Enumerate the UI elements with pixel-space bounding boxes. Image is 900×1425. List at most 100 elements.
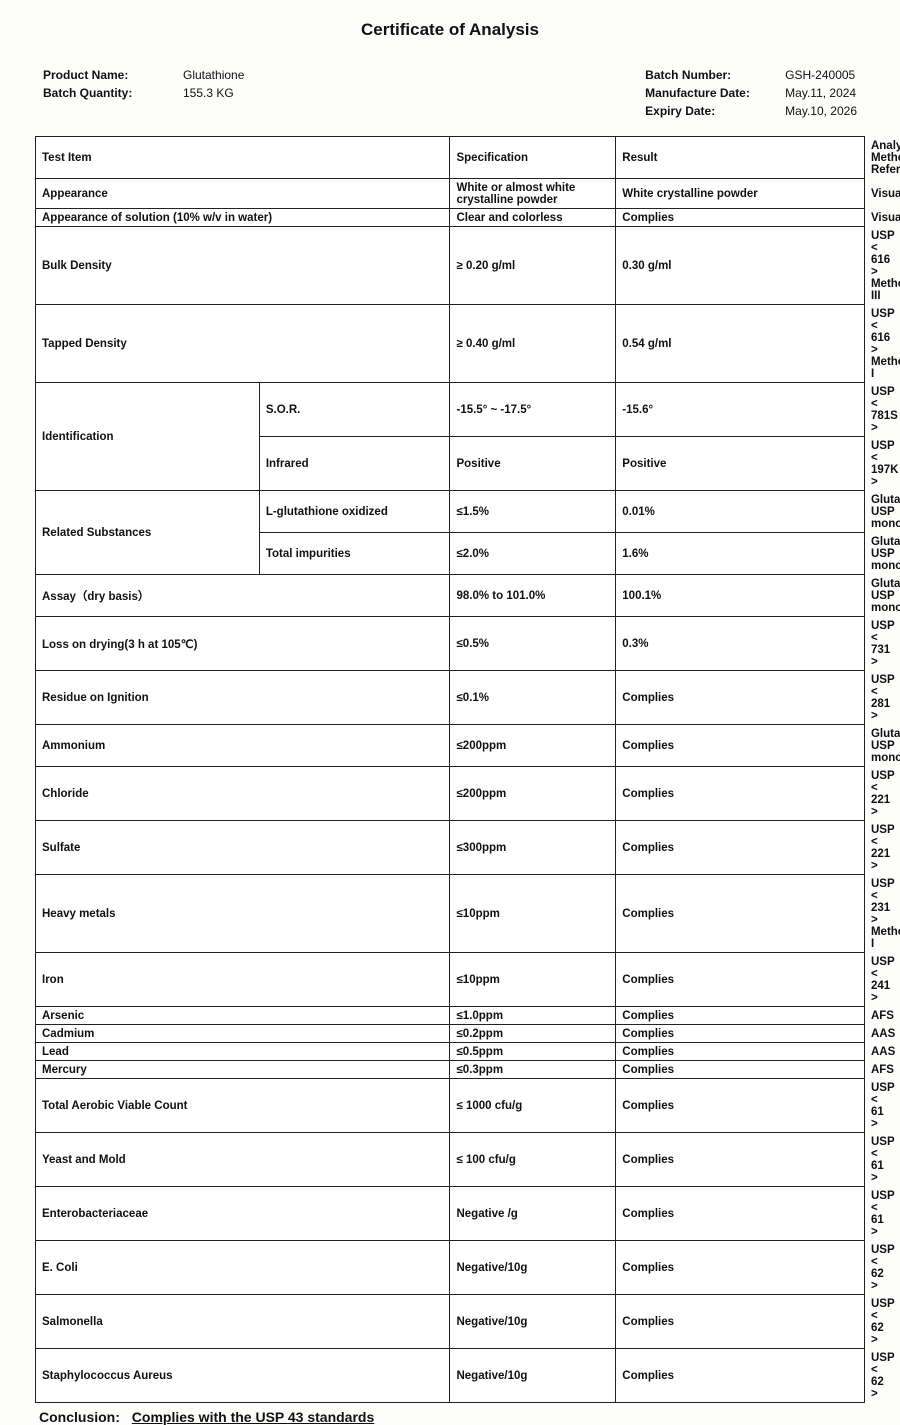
cell-result: Complies [616, 1061, 865, 1079]
cell-result: Complies [616, 953, 865, 1007]
table-row: Tapped Density ≥ 0.40 g/ml 0.54 g/ml USP… [36, 305, 865, 383]
cell-subitem: Total impurities [259, 533, 450, 575]
page-title: Certificate of Analysis [35, 20, 865, 40]
cell-item: Chloride [36, 767, 450, 821]
table-row: Bulk Density ≥ 0.20 g/ml 0.30 g/ml USP <… [36, 227, 865, 305]
meta-label: Batch Number: [645, 68, 785, 82]
meta-right: Batch Number:GSH-240005 Manufacture Date… [645, 68, 857, 118]
table-row: Mercury≤0.3ppmCompliesAFS [36, 1061, 865, 1079]
cell-result: 0.01% [616, 491, 865, 533]
cell-result: Complies [616, 821, 865, 875]
cell-item: Total Aerobic Viable Count [36, 1079, 450, 1133]
cell-spec: ≤300ppm [450, 821, 616, 875]
cell-subitem: L-glutathione oxidized [259, 491, 450, 533]
table-row: Lead≤0.5ppmCompliesAAS [36, 1043, 865, 1061]
cell-item: Staphylococcus Aureus [36, 1349, 450, 1403]
table-row: Loss on drying(3 h at 105℃)≤0.5%0.3%USP … [36, 617, 865, 671]
cell-result: Complies [616, 1187, 865, 1241]
cell-spec: ≤ 100 cfu/g [450, 1133, 616, 1187]
meta-label: Product Name: [43, 68, 183, 82]
meta-label: Expiry Date: [645, 104, 785, 118]
meta-value: May.11, 2024 [785, 86, 856, 100]
cell-spec: ≤200ppm [450, 725, 616, 767]
cell-spec: Negative /g [450, 1187, 616, 1241]
cell-item-group: Identification [36, 383, 260, 491]
table-row: Appearance of solution (10% w/v in water… [36, 209, 865, 227]
cell-item: Heavy metals [36, 875, 450, 953]
cell-item: Lead [36, 1043, 450, 1061]
cell-result: Complies [616, 1241, 865, 1295]
meta-left: Product Name:Glutathione Batch Quantity:… [43, 68, 244, 118]
table-row: Yeast and Mold≤ 100 cfu/gCompliesUSP < 6… [36, 1133, 865, 1187]
cell-spec: ≤10ppm [450, 875, 616, 953]
meta-value: GSH-240005 [785, 68, 855, 82]
cell-result: 1.6% [616, 533, 865, 575]
cell-item: Sulfate [36, 821, 450, 875]
cell-subitem: Infrared [259, 437, 450, 491]
table-row: Heavy metals≤10ppmCompliesUSP < 231 > Me… [36, 875, 865, 953]
meta-label: Manufacture Date: [645, 86, 785, 100]
table-header-row: Test Item Specification Result Analytica… [36, 137, 865, 179]
cell-spec: Negative/10g [450, 1241, 616, 1295]
table-row: Residue on Ignition≤0.1%CompliesUSP < 28… [36, 671, 865, 725]
meta-block: Product Name:Glutathione Batch Quantity:… [43, 68, 857, 118]
cell-spec: ≤ 1000 cfu/g [450, 1079, 616, 1133]
cell-spec: ≤200ppm [450, 767, 616, 821]
table-row: Staphylococcus AureusNegative/10gComplie… [36, 1349, 865, 1403]
cell-item: Iron [36, 953, 450, 1007]
cell-result: -15.6° [616, 383, 865, 437]
cell-spec: ≤2.0% [450, 533, 616, 575]
cell-spec: ≤0.2ppm [450, 1025, 616, 1043]
table-row: E. ColiNegative/10gCompliesUSP < 62 > [36, 1241, 865, 1295]
cell-item: Arsenic [36, 1007, 450, 1025]
col-result: Result [616, 137, 865, 179]
cell-result: Complies [616, 1025, 865, 1043]
cell-spec: Negative/10g [450, 1295, 616, 1349]
cell-item: Appearance [36, 179, 450, 209]
conclusion-text: Complies with the USP 43 standards [124, 1409, 382, 1425]
cell-result: Complies [616, 1349, 865, 1403]
cell-spec: ≤0.5% [450, 617, 616, 671]
cell-item: Salmonella [36, 1295, 450, 1349]
cell-result: 100.1% [616, 575, 865, 617]
cell-result: 0.54 g/ml [616, 305, 865, 383]
cell-item: Assay（dry basis） [36, 575, 450, 617]
cell-result: 0.3% [616, 617, 865, 671]
cell-item-group: Related Substances [36, 491, 260, 575]
cell-spec: Clear and colorless [450, 209, 616, 227]
cell-item: Tapped Density [36, 305, 450, 383]
cell-item: Loss on drying(3 h at 105℃) [36, 617, 450, 671]
cell-result: Complies [616, 875, 865, 953]
cell-result: Complies [616, 1295, 865, 1349]
table-row: Cadmium≤0.2ppmCompliesAAS [36, 1025, 865, 1043]
cell-spec: ≤0.5ppm [450, 1043, 616, 1061]
cell-result: Complies [616, 1007, 865, 1025]
cell-item: Yeast and Mold [36, 1133, 450, 1187]
cell-spec: Positive [450, 437, 616, 491]
cell-spec: -15.5° ~ -17.5° [450, 383, 616, 437]
cell-spec: ≥ 0.20 g/ml [450, 227, 616, 305]
cell-result: Complies [616, 1043, 865, 1061]
table-row: Ammonium≤200ppmCompliesGlutathione USP m… [36, 725, 865, 767]
cell-spec: ≤1.5% [450, 491, 616, 533]
cell-result: Complies [616, 671, 865, 725]
cell-spec: White or almost white crystalline powder [450, 179, 616, 209]
cell-item: Cadmium [36, 1025, 450, 1043]
cell-item: Mercury [36, 1061, 450, 1079]
table-row: Appearance White or almost white crystal… [36, 179, 865, 209]
cell-spec: ≤0.1% [450, 671, 616, 725]
table-row: SalmonellaNegative/10gCompliesUSP < 62 > [36, 1295, 865, 1349]
cell-result: Positive [616, 437, 865, 491]
cell-item: Residue on Ignition [36, 671, 450, 725]
table-row: Related Substances L-glutathione oxidize… [36, 491, 865, 533]
cell-item: Appearance of solution (10% w/v in water… [36, 209, 450, 227]
table-row: Arsenic≤1.0ppmCompliesAFS [36, 1007, 865, 1025]
cell-result: Complies [616, 1079, 865, 1133]
table-row: EnterobacteriaceaeNegative /gCompliesUSP… [36, 1187, 865, 1241]
cell-spec: ≥ 0.40 g/ml [450, 305, 616, 383]
table-row: Chloride≤200ppmCompliesUSP < 221 > [36, 767, 865, 821]
conclusion-label: Conclusion: [39, 1409, 120, 1425]
col-specification: Specification [450, 137, 616, 179]
table-row: Total Aerobic Viable Count≤ 1000 cfu/gCo… [36, 1079, 865, 1133]
meta-value: 155.3 KG [183, 86, 234, 100]
